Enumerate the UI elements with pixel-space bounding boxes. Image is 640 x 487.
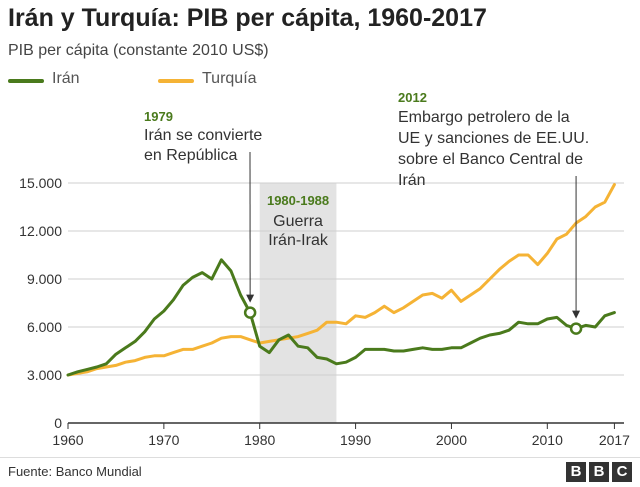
series-line-turquia xyxy=(66,183,616,377)
x-tick-label: 2010 xyxy=(532,432,563,448)
x-tick-label: 2000 xyxy=(436,432,467,448)
x-tick-label: 1960 xyxy=(52,432,83,448)
annotation-arrowhead xyxy=(246,294,255,303)
y-tick-label: 3.000 xyxy=(27,367,62,383)
bbc-logo: B B C xyxy=(566,462,632,482)
annotation-year-label: 2012 xyxy=(398,90,427,105)
bbc-logo-letter: B xyxy=(589,462,609,482)
chart-subtitle: PIB per cápita (constante 2010 US$) xyxy=(8,42,269,59)
annotation-text: Embargo petrolero de la xyxy=(398,109,570,126)
y-tick-label: 6.000 xyxy=(27,319,62,335)
annotation-year-label: 1979 xyxy=(144,109,173,124)
war-label-text: Guerra xyxy=(273,213,323,230)
y-tick-label: 15.000 xyxy=(19,175,62,191)
legend-label-turquia: Turquía xyxy=(202,70,257,87)
annotation-text: sobre el Banco Central de xyxy=(398,151,583,168)
bbc-logo-letter: B xyxy=(566,462,586,482)
footer-divider xyxy=(0,457,640,458)
legend-swatch-iran xyxy=(8,79,44,83)
annotation-text: en República xyxy=(144,147,238,164)
series-line-iran xyxy=(66,258,616,377)
legend-swatch-turquia xyxy=(158,79,194,83)
x-tick-label: 1990 xyxy=(340,432,371,448)
source-note: Fuente: Banco Mundial xyxy=(8,464,142,479)
annotation-text: Irán se convierte xyxy=(144,127,262,144)
annotation-marker xyxy=(569,322,583,335)
annotation-marker xyxy=(243,306,257,319)
y-tick-label: 9.000 xyxy=(27,271,62,287)
chart-title: Irán y Turquía: PIB per cápita, 1960-201… xyxy=(8,4,487,32)
x-tick-label: 1980 xyxy=(244,432,275,448)
annotation-arrowhead xyxy=(572,310,581,319)
x-tick-label: 1970 xyxy=(148,432,179,448)
x-tick-label: 2017 xyxy=(599,432,630,448)
war-period-label: 1980-1988 xyxy=(267,193,329,208)
annotation-text: UE y sanciones de EE.UU. xyxy=(398,130,589,147)
legend-label-iran: Irán xyxy=(52,70,80,87)
bbc-logo-letter: C xyxy=(612,462,632,482)
war-label-text: Irán-Irak xyxy=(268,232,329,249)
y-tick-label: 0 xyxy=(54,415,62,431)
y-tick-label: 12.000 xyxy=(19,223,62,239)
annotation-text: Irán xyxy=(398,172,426,189)
war-shaded-region xyxy=(259,183,337,423)
